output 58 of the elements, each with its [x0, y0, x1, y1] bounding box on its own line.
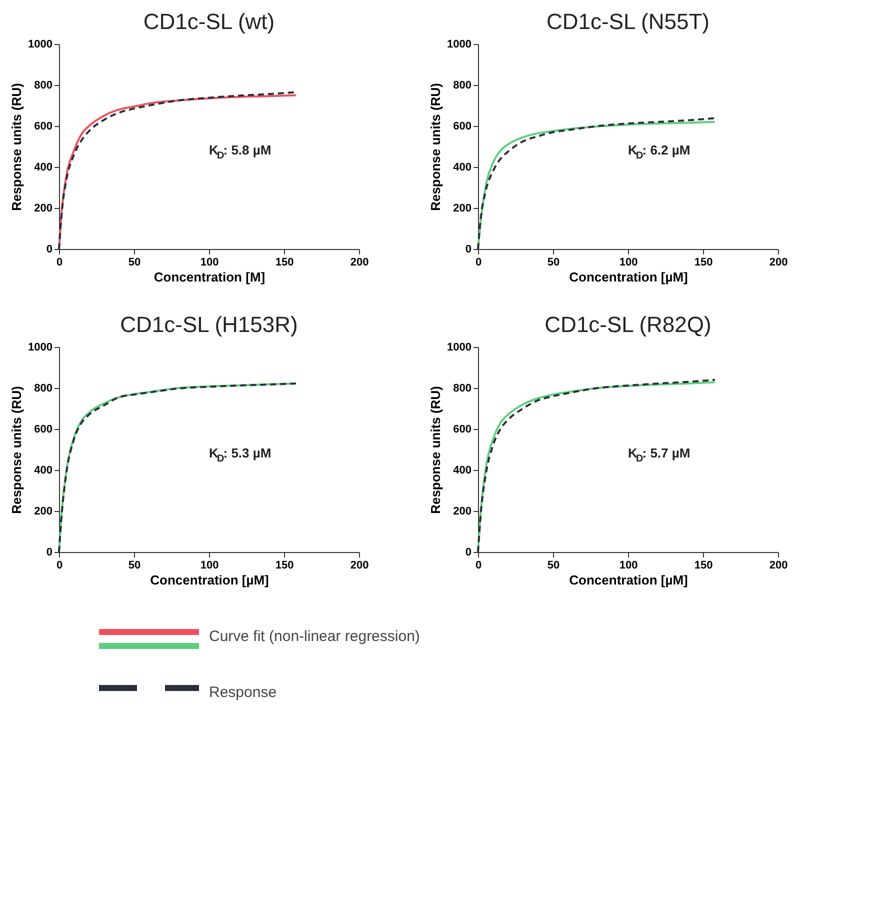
x-axis-title: Concentration [µM] — [569, 572, 688, 588]
chart-title: CD1c-SL (H153R) — [120, 312, 298, 337]
chart-title: CD1c-SL (wt) — [143, 9, 275, 34]
y-tick-label: 1000 — [447, 342, 472, 354]
x-tick-label: 50 — [547, 560, 560, 572]
x-tick-label: 0 — [56, 256, 63, 268]
x-tick-label: 0 — [56, 560, 63, 572]
x-tick-label: 0 — [475, 560, 482, 572]
x-tick-label: 150 — [694, 256, 713, 268]
x-tick-label: 100 — [200, 560, 219, 572]
y-tick-label: 400 — [34, 464, 52, 476]
y-tick-label: 800 — [453, 80, 472, 92]
y-tick-label: 200 — [453, 202, 472, 214]
chart-title: CD1c-SL (N55T) — [546, 9, 710, 34]
legend-label: Response — [209, 684, 277, 701]
x-tick-label: 50 — [128, 256, 141, 268]
y-axis-title: Response units (RU) — [428, 83, 444, 211]
y-tick-label: 1000 — [28, 342, 52, 354]
y-tick-label: 800 — [34, 80, 52, 92]
y-tick-label: 400 — [34, 162, 52, 174]
y-tick-label: 600 — [34, 120, 52, 132]
y-tick-label: 400 — [453, 464, 472, 476]
x-tick-label: 150 — [694, 560, 713, 572]
legend-label: Curve fit (non-linear regression) — [209, 628, 420, 645]
x-axis-title: Concentration [M] — [154, 270, 266, 284]
y-tick-label: 600 — [34, 424, 52, 436]
y-tick-label: 0 — [46, 244, 52, 256]
y-axis-title: Response units (RU) — [9, 386, 24, 514]
x-axis-title: Concentration [µM] — [150, 572, 269, 588]
y-axis-title: Response units (RU) — [428, 386, 444, 514]
y-tick-label: 200 — [34, 202, 52, 214]
y-tick-label: 800 — [34, 382, 52, 394]
y-tick-label: 600 — [453, 120, 472, 132]
x-tick-label: 200 — [350, 256, 369, 268]
y-tick-label: 600 — [453, 424, 472, 436]
y-tick-label: 400 — [453, 162, 472, 174]
x-tick-label: 150 — [275, 560, 294, 572]
y-tick-label: 1000 — [447, 38, 472, 50]
x-tick-label: 50 — [128, 560, 141, 572]
x-tick-label: 200 — [350, 560, 369, 572]
x-tick-label: 200 — [769, 256, 788, 268]
y-tick-label: 0 — [465, 244, 472, 256]
x-axis-title: Concentration [µM] — [569, 270, 688, 284]
y-tick-label: 0 — [465, 546, 472, 558]
y-tick-label: 200 — [453, 506, 472, 518]
y-tick-label: 800 — [453, 382, 472, 394]
x-tick-label: 100 — [619, 256, 638, 268]
x-tick-label: 100 — [200, 256, 219, 268]
x-tick-label: 200 — [769, 560, 788, 572]
y-axis-title: Response units (RU) — [9, 83, 24, 211]
y-tick-label: 200 — [34, 506, 52, 518]
chart-title: CD1c-SL (R82Q) — [544, 312, 712, 337]
x-tick-label: 50 — [547, 256, 560, 268]
x-tick-label: 100 — [619, 560, 638, 572]
y-tick-label: 1000 — [28, 38, 52, 50]
y-tick-label: 0 — [46, 546, 52, 558]
x-tick-label: 0 — [475, 256, 482, 268]
x-tick-label: 150 — [275, 256, 294, 268]
